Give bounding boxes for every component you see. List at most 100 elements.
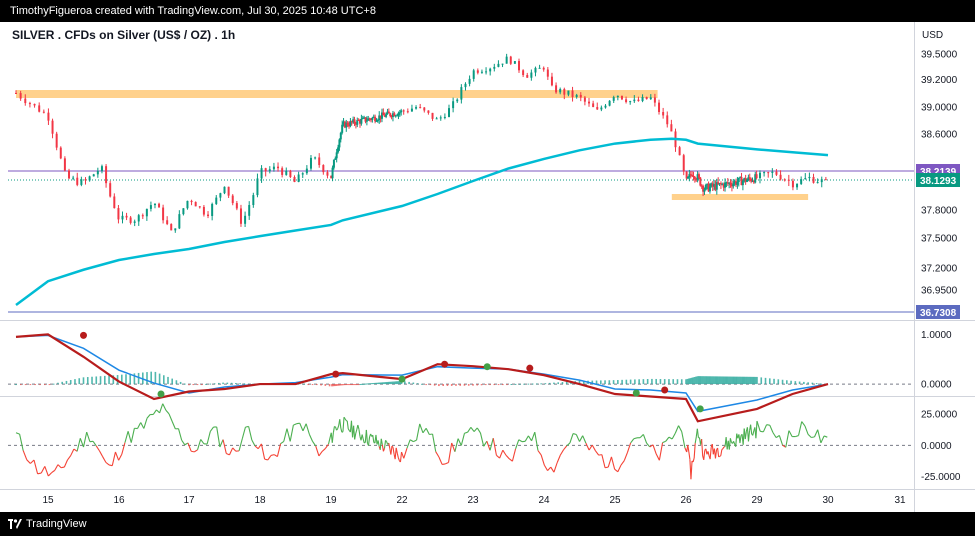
oscillator-segment (633, 437, 638, 440)
oscillator-segment (752, 430, 755, 436)
candle-body (354, 123, 357, 125)
macd-histogram-bar (747, 376, 750, 385)
oscillator-segment (228, 447, 234, 456)
attribution-bar: TimothyFigueroa created with TradingView… (0, 0, 975, 22)
candle-body (390, 116, 393, 118)
macd-histogram-bar (690, 377, 693, 385)
candle-body (775, 171, 778, 175)
oscillator-segment (693, 443, 696, 459)
oscillator-segment (340, 427, 343, 433)
candle-body (400, 110, 403, 113)
oscillator-segment (33, 459, 39, 474)
oscillator-segment (755, 421, 758, 439)
candle-body (629, 101, 632, 103)
candle-body (608, 100, 611, 106)
candle-body (448, 108, 451, 117)
macd-histogram-bar (179, 381, 182, 385)
oscillator-segment (383, 440, 387, 449)
oscillator-segment (694, 436, 697, 444)
candle-body (703, 189, 706, 192)
oscillator-segment (447, 442, 453, 463)
oscillator-segment (566, 442, 571, 447)
macd-histogram-bar (726, 376, 728, 385)
candle-body (174, 228, 177, 231)
chart-area[interactable]: SILVER . CFDs on Silver (US$ / OZ) . 1h U… (0, 22, 975, 512)
x-tick-label: 16 (113, 495, 125, 506)
footer-brand: TradingView (26, 518, 87, 530)
candle-body (182, 208, 185, 215)
macd-histogram-bar (510, 384, 513, 386)
oscillator-segment (766, 424, 770, 426)
macd-histogram-bar (167, 376, 169, 385)
candle-body (711, 183, 714, 187)
macd-histogram-bar (104, 375, 106, 385)
oscillator-segment (722, 446, 725, 449)
oscillator-segment (385, 439, 388, 442)
candle-body (431, 112, 434, 119)
macd-histogram-bar (476, 384, 479, 386)
oscillator-segment (219, 439, 224, 448)
macd-histogram-bar (502, 384, 504, 386)
candle-body (714, 184, 717, 190)
chart-svg[interactable]: SILVER . CFDs on Silver (US$ / OZ) . 1h U… (0, 22, 975, 512)
candle-body (783, 179, 786, 181)
macd-histogram-bar (20, 384, 22, 386)
candle-body (359, 120, 362, 124)
oscillator-segment (342, 417, 345, 432)
macd-histogram-bar (450, 384, 453, 386)
candle-body (509, 56, 512, 64)
candle-body (305, 168, 308, 174)
candle-body (117, 208, 120, 220)
oscillator-segment (668, 436, 673, 440)
macd-histogram-bar (768, 378, 771, 385)
candle-body (105, 166, 108, 184)
oscillator-segment (435, 451, 440, 458)
x-tick-label: 19 (325, 495, 337, 506)
candle-body (357, 119, 360, 121)
oscillator-segment (534, 432, 539, 451)
candle-body (194, 202, 197, 207)
macd-histogram-bar (531, 383, 534, 385)
macd-histogram-bar (389, 381, 391, 385)
macd-histogram-bar (702, 376, 704, 385)
macd-histogram-bar (696, 376, 699, 385)
oscillator-segment (57, 464, 62, 469)
oscillator-segment (425, 428, 430, 435)
macd-histogram-bar (754, 376, 757, 385)
macd-histogram-bar (484, 384, 487, 386)
candle-body (353, 119, 356, 124)
candle-body (575, 94, 578, 98)
oscillator-segment (276, 443, 282, 457)
oscillator-segment (460, 433, 466, 446)
macd-histogram-bar (717, 376, 720, 385)
macd-cross-marker (332, 370, 340, 378)
oscillator-segment (354, 433, 357, 440)
oscillator-segment (788, 430, 793, 437)
oscillator-segment (248, 426, 253, 441)
oscillator-segment (82, 432, 88, 448)
macd-histogram-bar (548, 382, 551, 385)
macd-histogram-bar (710, 376, 713, 385)
macd-histogram-bar (811, 382, 814, 385)
candle-body (522, 70, 525, 76)
oscillator-segment (63, 459, 69, 468)
oscillator-segment (403, 448, 408, 459)
oscillator-segment (655, 453, 660, 461)
macd-histogram-bar (655, 378, 657, 385)
candle-body (113, 196, 116, 209)
macd-histogram-bar (320, 384, 322, 386)
oscillator-segment (642, 434, 648, 444)
macd-histogram-bar (213, 383, 216, 385)
candle-body (725, 182, 728, 184)
macd-histogram-bar (663, 379, 666, 385)
oscillator-line (15, 403, 828, 480)
oscillator-segment (111, 451, 116, 466)
candle-body (692, 176, 695, 178)
candle-body (285, 170, 288, 175)
oscillator-segment (505, 454, 510, 460)
macd-histogram-bar (700, 376, 703, 385)
candle-body (733, 181, 736, 184)
candle-body (755, 174, 758, 179)
candle-body (699, 177, 702, 186)
oscillator-segment (355, 429, 358, 434)
